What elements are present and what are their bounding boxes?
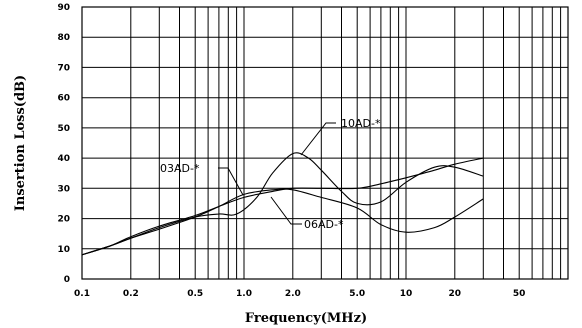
callout-label-10ad: 10AD-*: [341, 117, 381, 130]
x-tick-label: 20: [449, 289, 462, 299]
y-tick-label: 90: [57, 3, 70, 13]
series-line-10ad: [81, 152, 484, 256]
x-tick-label: 50: [513, 289, 526, 299]
x-tick-label: 2.0: [285, 289, 301, 299]
callout-label-06ad: 06AD-*: [304, 218, 344, 231]
x-tick-label: 1.0: [236, 289, 252, 299]
x-axis-title: Frequency(MHz): [245, 311, 367, 326]
x-tick-label: 5.0: [349, 289, 365, 299]
y-tick-label: 60: [57, 94, 70, 104]
x-tick-label: 0.5: [187, 289, 203, 299]
plot-frame: [81, 6, 569, 280]
y-tick-label: 80: [57, 33, 70, 43]
series-curves: [81, 152, 484, 256]
y-tick-label: 70: [57, 63, 70, 73]
y-tick-label: 50: [57, 124, 70, 134]
x-tick-label: 0.1: [74, 289, 90, 299]
y-tick-label: 0: [64, 275, 70, 285]
x-tick-labels: 0.1 0.2 0.5 1.0 2.0 5.0 10 20 50: [74, 289, 525, 299]
y-axis-title: Insertion Loss(dB): [13, 75, 28, 211]
y-tick-label: 30: [57, 184, 70, 194]
y-tick-label: 10: [57, 245, 70, 255]
series-callouts: 10AD-* 03AD-* 06AD-*: [160, 117, 381, 231]
x-tick-label: 0.2: [123, 289, 139, 299]
grid: [82, 7, 568, 279]
callout-label-03ad: 03AD-*: [160, 162, 200, 175]
series-line-06ad: [81, 188, 484, 256]
callout-leader-06ad: [270, 196, 302, 225]
callout-leader-10ad: [300, 122, 336, 156]
x-tick-label: 10: [400, 289, 413, 299]
y-tick-label: 20: [57, 215, 70, 225]
y-tick-label: 40: [57, 154, 70, 164]
callout-leader-03ad: [218, 167, 244, 196]
y-tick-labels: 0 10 20 30 40 50 60 70 80 90: [57, 3, 70, 285]
